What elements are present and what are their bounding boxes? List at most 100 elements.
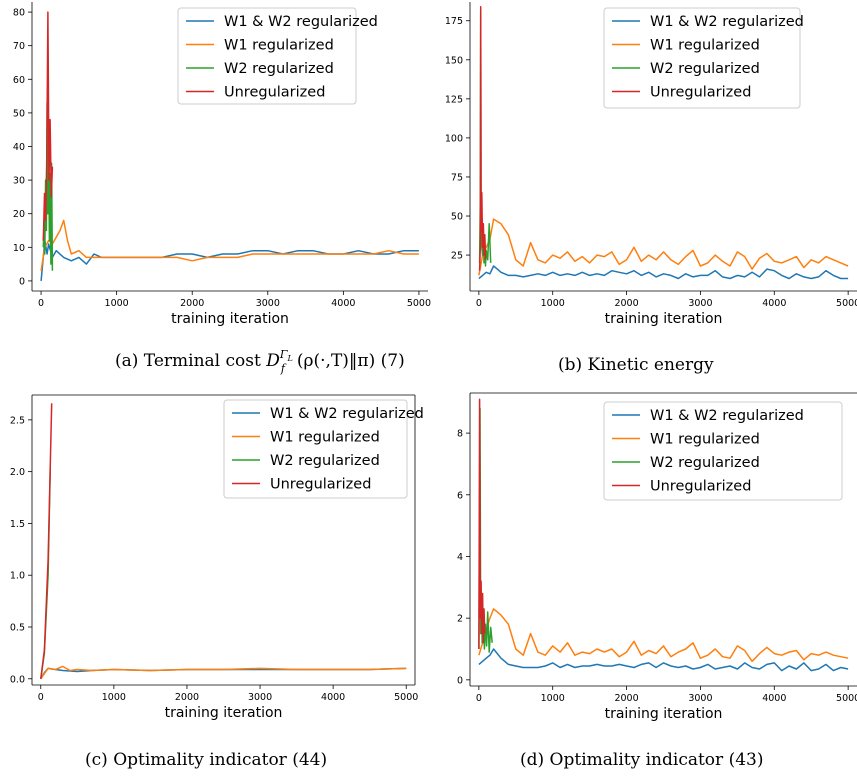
chart-panel: 0 1000 2000 3000 4000 5000 0.0 0.5 1.0 1.5 2.0 2.5 t… (10, 394, 424, 721)
caption-a-rest: (ρ(·,T)‖π) (7) (297, 351, 405, 371)
caption-c: (c) Optimality indicator (44) (85, 750, 327, 770)
legend-box (603, 7, 801, 109)
x-tick-label: 3000 (688, 298, 712, 309)
series-line (478, 398, 486, 650)
x-tick-label: 5000 (394, 692, 418, 703)
y-tick-label: 30 (13, 176, 25, 187)
x-tick-label: 4000 (762, 298, 786, 309)
y-tick-label: 80 (13, 8, 25, 19)
y-tick-label: 2 (457, 614, 463, 625)
x-tick-label: 1000 (102, 692, 126, 703)
series-line (42, 102, 54, 271)
chart-panel: 0 1000 2000 3000 4000 5000 25 50 75 100 125 150 175 t… (445, 2, 857, 327)
x-tick-label: 2000 (175, 692, 199, 703)
series-line (40, 219, 419, 271)
x-tick-label: 5000 (407, 298, 431, 309)
legend-label: W2 regularized (270, 453, 380, 469)
legend-label: W1 & W2 regularized (224, 14, 378, 30)
x-tick-label: 0 (38, 692, 44, 703)
y-tick-label: 20 (13, 209, 25, 220)
series-line (478, 218, 849, 276)
series-line (40, 403, 53, 679)
x-tick-label: 3000 (256, 298, 280, 309)
legend-box (177, 7, 357, 105)
series-line (40, 239, 419, 281)
y-tick-label: 40 (13, 142, 25, 153)
legend-label: W1 & W2 regularized (270, 406, 424, 422)
x-tick-label: 2000 (614, 298, 638, 309)
series-line (478, 608, 849, 663)
legend: W1 & W2 regularized W1 regularized W2 regu… (223, 399, 424, 499)
y-tick-label: 10 (13, 243, 25, 254)
legend-label: W1 regularized (650, 432, 760, 448)
legend: W1 & W2 regularized W1 regularized W2 regu… (603, 7, 804, 109)
x-tick-label: 3000 (688, 693, 712, 704)
y-tick-label: 125 (445, 94, 463, 105)
legend-label: W2 regularized (650, 455, 760, 471)
legend-label: Unregularized (650, 479, 751, 495)
legend-label: W1 regularized (270, 430, 380, 446)
y-tick-label: 0 (19, 276, 25, 287)
x-tick-label: 5000 (836, 298, 857, 309)
legend-label: W2 regularized (224, 61, 334, 77)
y-tick-label: 6 (457, 490, 463, 501)
x-tick-label: 2000 (180, 298, 204, 309)
y-tick-label: 175 (445, 16, 463, 27)
y-tick-label: 0.0 (10, 674, 25, 685)
series-line (40, 665, 407, 680)
y-tick-label: 75 (451, 172, 463, 183)
y-tick-label: 1.0 (10, 571, 25, 582)
x-tick-label: 0 (476, 693, 482, 704)
y-tick-label: 100 (445, 133, 463, 144)
caption-a-prefix: (a) Terminal cost (115, 351, 266, 371)
y-tick-label: 2.0 (10, 467, 25, 478)
y-tick-label: 50 (451, 212, 463, 223)
caption-a-sup: Γ (279, 348, 288, 361)
x-tick-label: 5000 (836, 693, 857, 704)
y-tick-label: 150 (445, 55, 463, 66)
series-line (478, 5, 487, 271)
series-line (42, 11, 54, 241)
x-tick-label: 2000 (614, 693, 638, 704)
legend-label: W1 regularized (650, 38, 760, 54)
series-line (478, 648, 849, 672)
x-tick-label: 4000 (331, 298, 355, 309)
legend-label: W1 regularized (224, 38, 334, 54)
series-line (478, 265, 849, 280)
caption-a: (a) Terminal cost DΓL f (ρ(·,T)‖π) (7) (115, 348, 405, 375)
legend-label: Unregularized (224, 85, 325, 101)
legend: W1 & W2 regularized W1 regularized W2 regu… (603, 401, 843, 501)
legend-label: W1 & W2 regularized (650, 408, 804, 424)
y-tick-label: 0 (457, 675, 463, 686)
x-tick-label: 1000 (541, 693, 565, 704)
y-tick-label: 4 (457, 552, 463, 563)
legend-label: W2 regularized (650, 61, 760, 77)
legend-box (223, 399, 408, 499)
legend-label: Unregularized (650, 85, 751, 101)
x-axis-label: training iteration (171, 311, 289, 327)
legend-label: W1 & W2 regularized (650, 14, 804, 30)
series-line (478, 407, 493, 653)
legend-box (603, 401, 843, 501)
x-axis-label: training iteration (605, 706, 723, 722)
y-tick-label: 2.5 (10, 415, 25, 426)
y-tick-label: 1.5 (10, 519, 25, 530)
y-tick-label: 0.5 (10, 623, 25, 634)
y-tick-label: 25 (451, 251, 463, 262)
x-tick-label: 1000 (541, 298, 565, 309)
x-axis-label: training iteration (605, 311, 723, 327)
x-axis-label: training iteration (165, 705, 283, 721)
caption-a-supsub: L (287, 354, 293, 363)
caption-a-sub: f (280, 362, 287, 375)
y-tick-label: 8 (457, 429, 463, 440)
legend-label: Unregularized (270, 477, 371, 493)
y-tick-label: 50 (13, 108, 25, 119)
x-tick-label: 0 (38, 298, 44, 309)
x-tick-label: 4000 (762, 693, 786, 704)
caption-a-D: D (265, 351, 280, 371)
caption-d: (d) Optimality indicator (43) (520, 750, 763, 770)
y-tick-label: 70 (13, 41, 25, 52)
x-tick-label: 1000 (105, 298, 129, 309)
x-tick-label: 0 (476, 298, 482, 309)
